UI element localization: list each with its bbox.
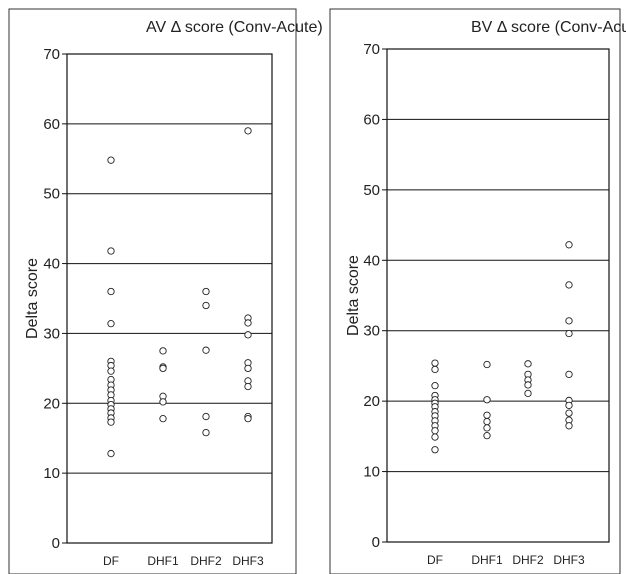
y-tick-label: 50 [363,182,380,199]
data-point [524,389,532,398]
y-axis-label: Delta score [345,255,362,336]
data-point [565,329,573,338]
x-tick-label: DHF2 [190,554,222,568]
data-point [431,365,439,374]
data-point [524,381,532,389]
data-point [244,382,252,391]
data-point [159,398,167,406]
y-tick-label: 50 [43,186,60,203]
x-tick-label: DF [427,553,443,567]
data-point [107,418,115,426]
y-tick-label: 0 [52,535,60,552]
data-point [159,364,167,373]
data-point [431,446,439,454]
data-point [107,367,115,375]
y-tick-label: 70 [43,46,60,63]
data-point [431,359,439,367]
data-point [159,415,167,423]
x-tick-label: DHF3 [232,554,264,568]
data-point [202,428,210,437]
data-point [202,287,210,296]
x-tick-label: DHF3 [553,553,585,567]
x-tick-label: DHF1 [471,553,503,567]
data-point [202,346,210,354]
data-point [565,409,573,417]
data-point [524,360,532,368]
y-axis-label: Delta score [24,258,41,339]
data-point [565,401,573,410]
x-tick-label: DF [103,554,119,568]
y-tick-label: 20 [43,395,60,412]
data-point [202,301,210,310]
y-tick-label: 40 [43,256,60,273]
data-point [244,331,252,339]
y-tick-label: 10 [363,464,380,481]
data-point [107,319,115,328]
y-tick-label: 40 [363,252,380,269]
data-point [431,433,439,441]
data-point [431,381,439,390]
data-point [107,247,115,255]
chart-title: BV Δ score (Conv-Acute) [471,19,626,36]
data-point [565,370,573,379]
data-point [483,360,491,369]
y-tick-label: 0 [372,534,380,551]
data-point [244,319,252,327]
data-point [431,427,439,435]
y-tick-label: 10 [43,465,60,482]
data-point [107,449,115,458]
data-point [483,432,491,440]
data-point [565,241,573,249]
data-point [244,364,252,373]
y-tick-label: 60 [363,111,380,128]
plot-area [386,48,610,543]
data-point [565,281,573,289]
data-point [483,424,491,432]
x-tick-label: DHF1 [147,554,179,568]
y-tick-label: 20 [363,393,380,410]
data-point [483,411,491,419]
chart-title: AV Δ score (Conv-Acute) [146,19,323,36]
data-point [244,127,252,135]
data-point [565,422,573,430]
data-point [565,317,573,325]
chart-panel-2: 0 10 20 30 40 50 60 70 BV Δ score (Conv-Acute) De… [329,8,626,574]
y-tick-label: 60 [43,116,60,133]
data-point [244,415,252,423]
x-tick-label: DHF2 [512,553,544,567]
chart-panel-1: 0 10 20 30 40 50 60 70 AV Δ score (Conv-Acute) De… [8,8,323,574]
data-point [107,156,115,164]
y-tick-label: 30 [363,323,380,340]
plot-area [66,53,273,544]
y-tick-label: 70 [363,41,380,58]
data-point [202,412,210,421]
data-point [483,396,491,404]
data-point [483,417,491,426]
y-tick-label: 30 [43,325,60,342]
panel-border [8,8,297,574]
panel-border [329,8,621,574]
data-point [159,347,167,355]
data-point [107,287,115,296]
